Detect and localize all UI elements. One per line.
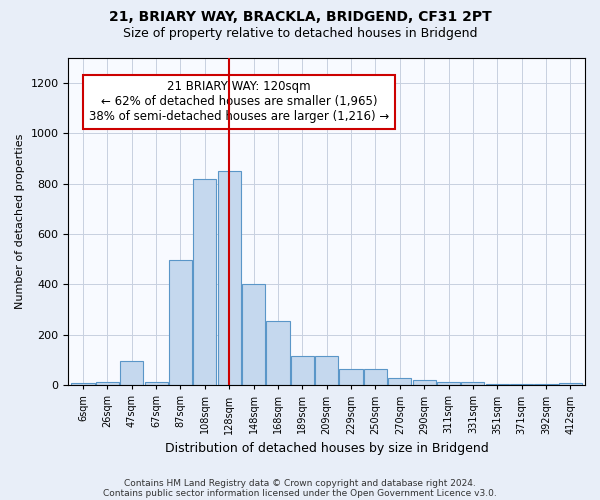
Bar [193,178,217,386]
Text: 21, BRIARY WAY, BRACKLA, BRIDGEND, CF31 2PT: 21, BRIARY WAY, BRACKLA, BRIDGEND, CF31 … [109,10,491,24]
Y-axis label: Number of detached properties: Number of detached properties [15,134,25,309]
Bar [388,378,412,386]
Bar [437,382,460,386]
X-axis label: Distribution of detached houses by size in Bridgend: Distribution of detached houses by size … [165,442,488,455]
Bar [145,382,168,386]
Text: Contains HM Land Registry data © Crown copyright and database right 2024.: Contains HM Land Registry data © Crown c… [124,478,476,488]
Bar [535,384,557,386]
Bar [71,383,95,386]
Bar [486,384,509,386]
Bar [461,382,484,386]
Bar [266,322,290,386]
Text: Size of property relative to detached houses in Bridgend: Size of property relative to detached ho… [123,28,477,40]
Bar [218,171,241,386]
Bar [510,384,533,386]
Bar [315,356,338,386]
Bar [120,362,143,386]
Text: 21 BRIARY WAY: 120sqm
← 62% of detached houses are smaller (1,965)
38% of semi-d: 21 BRIARY WAY: 120sqm ← 62% of detached … [89,80,389,124]
Bar [242,284,265,386]
Bar [364,369,387,386]
Bar [340,369,362,386]
Bar [291,356,314,386]
Bar [559,383,582,386]
Bar [413,380,436,386]
Bar [96,382,119,386]
Bar [169,260,192,386]
Text: Contains public sector information licensed under the Open Government Licence v3: Contains public sector information licen… [103,488,497,498]
